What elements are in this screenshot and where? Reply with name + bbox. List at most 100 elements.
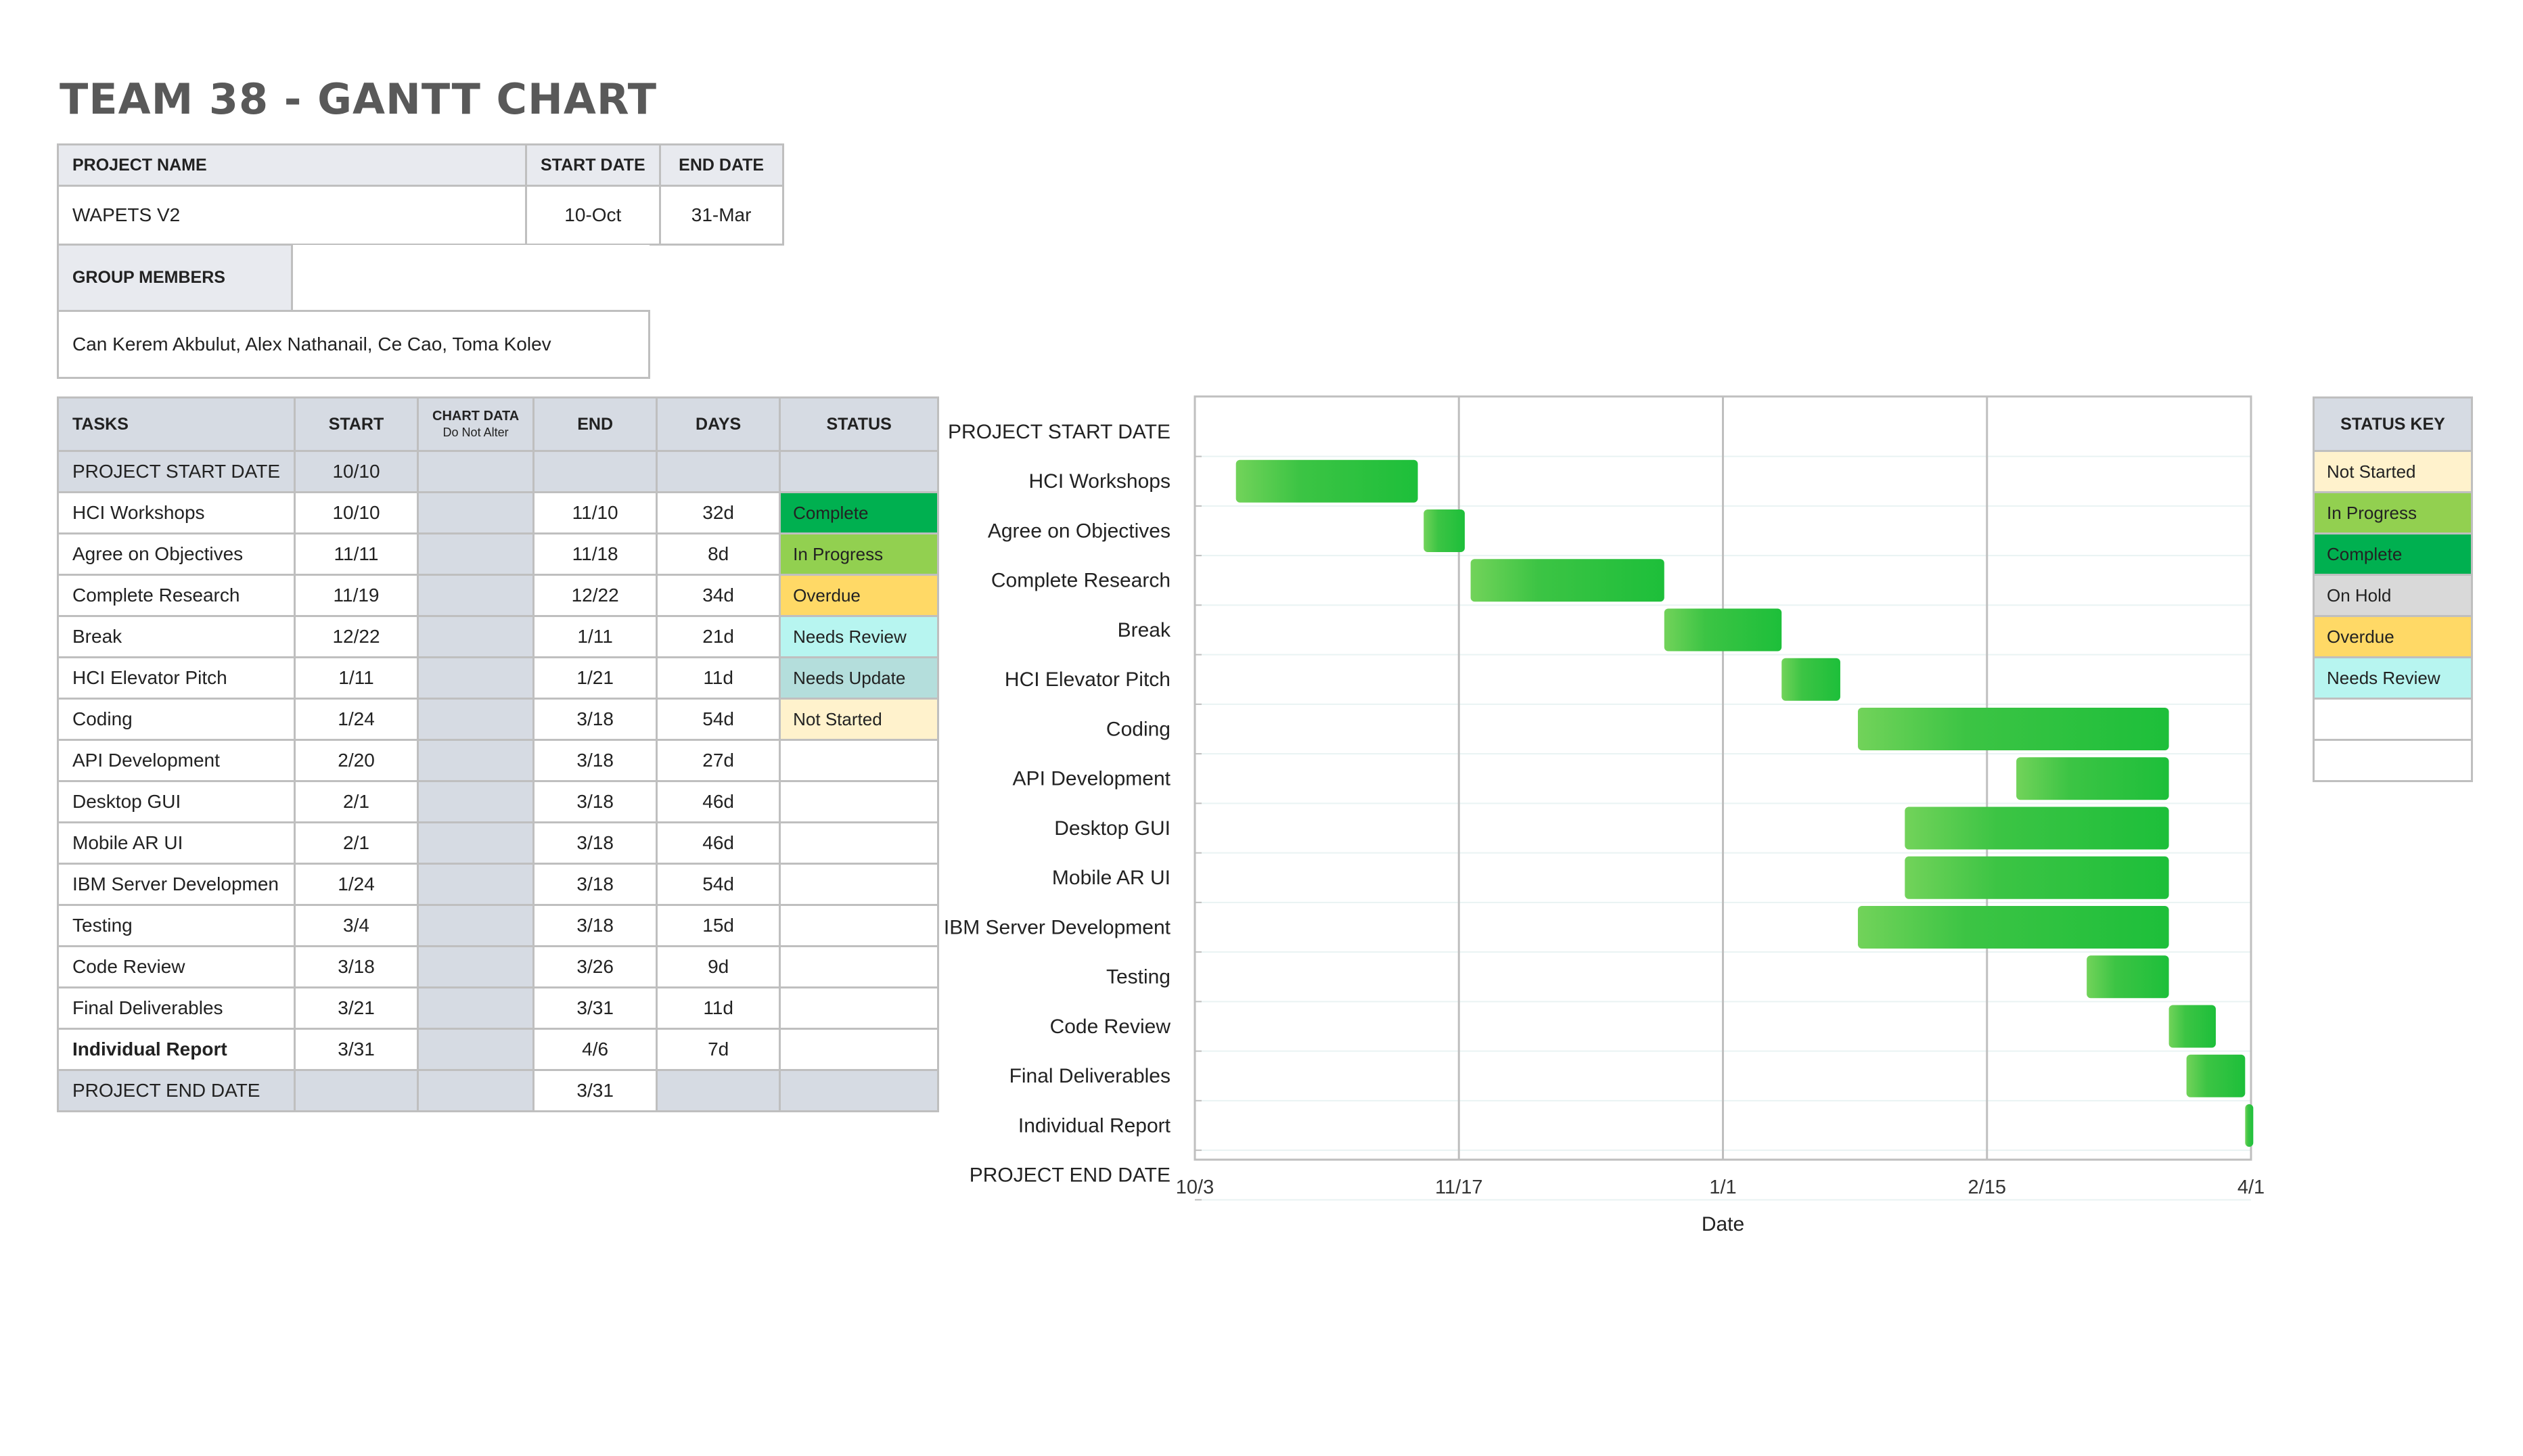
days-cell[interactable]: 34d <box>656 574 781 617</box>
end-date-value[interactable]: 31-Mar <box>658 185 784 246</box>
end-cell[interactable]: 3/18 <box>532 863 658 906</box>
days-cell[interactable]: 8d <box>656 532 781 576</box>
start-cell[interactable]: 1/24 <box>294 863 419 906</box>
days-cell[interactable]: 46d <box>656 780 781 823</box>
days-cell[interactable]: 11d <box>656 656 781 700</box>
status-cell[interactable] <box>779 1028 940 1071</box>
end-cell[interactable]: 3/18 <box>532 698 658 741</box>
task-cell[interactable]: API Development <box>56 739 296 782</box>
gantt-bar <box>2168 1005 2216 1048</box>
days-cell[interactable]: 15d <box>656 904 781 947</box>
table-row: Final Deliverables 3/21 3/31 11d <box>56 986 940 1030</box>
task-cell[interactable]: Agree on Objectives <box>56 532 296 576</box>
project-info-table: PROJECT NAME START DATE END DATE WAPETS … <box>57 143 784 246</box>
status-cell[interactable]: Not Started <box>779 698 940 741</box>
chart-data-cell <box>417 821 535 865</box>
start-cell[interactable]: 2/1 <box>294 821 419 865</box>
end-cell[interactable] <box>532 450 658 493</box>
start-cell[interactable]: 2/1 <box>294 780 419 823</box>
end-cell[interactable]: 4/6 <box>532 1028 658 1071</box>
days-cell[interactable]: 7d <box>656 1028 781 1071</box>
start-cell[interactable]: 3/4 <box>294 904 419 947</box>
gantt-bar <box>2087 955 2169 999</box>
status-cell[interactable]: In Progress <box>779 532 940 576</box>
days-cell[interactable]: 46d <box>656 821 781 865</box>
start-cell[interactable]: 11/19 <box>294 574 419 617</box>
start-cell[interactable]: 1/24 <box>294 698 419 741</box>
end-cell[interactable]: 3/18 <box>532 904 658 947</box>
status-key-item <box>2313 698 2473 741</box>
status-cell[interactable]: Needs Review <box>779 615 940 658</box>
task-cell[interactable]: Individual Report <box>56 1028 296 1071</box>
end-cell[interactable]: 11/18 <box>532 532 658 576</box>
start-cell[interactable]: 12/22 <box>294 615 419 658</box>
status-cell[interactable] <box>779 739 940 782</box>
status-key-item: In Progress <box>2313 491 2473 534</box>
task-cell[interactable]: Break <box>56 615 296 658</box>
days-cell[interactable]: 21d <box>656 615 781 658</box>
days-cell[interactable] <box>656 1069 781 1112</box>
table-row: Testing 3/4 3/18 15d <box>56 904 940 947</box>
status-cell[interactable] <box>779 904 940 947</box>
group-members-value[interactable]: Can Kerem Akbulut, Alex Nathanail, Ce Ca… <box>57 309 650 379</box>
y-category-label: PROJECT END DATE <box>970 1164 1170 1187</box>
task-cell[interactable]: Code Review <box>56 945 296 988</box>
status-cell[interactable] <box>779 450 940 493</box>
task-cell[interactable]: Coding <box>56 698 296 741</box>
end-cell[interactable]: 3/18 <box>532 821 658 865</box>
end-cell[interactable]: 12/22 <box>532 574 658 617</box>
start-cell[interactable] <box>294 1069 419 1112</box>
start-cell[interactable]: 11/11 <box>294 532 419 576</box>
start-cell[interactable]: 1/11 <box>294 656 419 700</box>
start-cell[interactable]: 3/21 <box>294 986 419 1030</box>
task-cell[interactable]: Desktop GUI <box>56 780 296 823</box>
status-cell[interactable] <box>779 780 940 823</box>
days-cell[interactable]: 54d <box>656 863 781 906</box>
task-cell[interactable]: PROJECT START DATE <box>56 450 296 493</box>
task-cell[interactable]: HCI Workshops <box>56 491 296 534</box>
days-cell[interactable]: 9d <box>656 945 781 988</box>
task-cell[interactable]: PROJECT END DATE <box>56 1069 296 1112</box>
start-cell[interactable]: 10/10 <box>294 491 419 534</box>
end-cell[interactable]: 3/18 <box>532 739 658 782</box>
days-cell[interactable]: 27d <box>656 739 781 782</box>
project-name-value[interactable]: WAPETS V2 <box>57 185 527 246</box>
end-cell[interactable]: 11/10 <box>532 491 658 534</box>
task-cell[interactable]: Testing <box>56 904 296 947</box>
status-key-row <box>2313 698 2473 741</box>
status-cell[interactable] <box>779 1069 940 1112</box>
end-cell[interactable]: 3/26 <box>532 945 658 988</box>
status-cell[interactable] <box>779 945 940 988</box>
status-cell[interactable] <box>779 863 940 906</box>
status-key-item: Needs Review <box>2313 656 2473 700</box>
end-cell[interactable]: 3/31 <box>532 1069 658 1112</box>
chart-data-cell <box>417 863 535 906</box>
start-date-value[interactable]: 10-Oct <box>525 185 661 246</box>
status-cell[interactable]: Overdue <box>779 574 940 617</box>
days-cell[interactable]: 54d <box>656 698 781 741</box>
chart-data-cell <box>417 1069 535 1112</box>
days-cell[interactable]: 11d <box>656 986 781 1030</box>
days-cell[interactable] <box>656 450 781 493</box>
status-cell[interactable] <box>779 821 940 865</box>
task-cell[interactable]: Final Deliverables <box>56 986 296 1030</box>
start-cell[interactable]: 2/20 <box>294 739 419 782</box>
end-cell[interactable]: 1/21 <box>532 656 658 700</box>
status-cell[interactable]: Complete <box>779 491 940 534</box>
task-cell[interactable]: Mobile AR UI <box>56 821 296 865</box>
task-cell[interactable]: HCI Elevator Pitch <box>56 656 296 700</box>
end-cell[interactable]: 3/18 <box>532 780 658 823</box>
start-cell[interactable]: 3/18 <box>294 945 419 988</box>
task-cell[interactable]: Complete Research <box>56 574 296 617</box>
end-cell[interactable]: 1/11 <box>532 615 658 658</box>
start-cell[interactable]: 3/31 <box>294 1028 419 1071</box>
days-cell[interactable]: 32d <box>656 491 781 534</box>
tasks-header: TASKS <box>56 396 296 452</box>
status-cell[interactable]: Needs Update <box>779 656 940 700</box>
chart-data-cell <box>417 1028 535 1071</box>
end-cell[interactable]: 3/31 <box>532 986 658 1030</box>
table-row: Break 12/22 1/11 21d Needs Review <box>56 615 940 658</box>
status-cell[interactable] <box>779 986 940 1030</box>
task-cell[interactable]: IBM Server Developmen <box>56 863 296 906</box>
start-cell[interactable]: 10/10 <box>294 450 419 493</box>
